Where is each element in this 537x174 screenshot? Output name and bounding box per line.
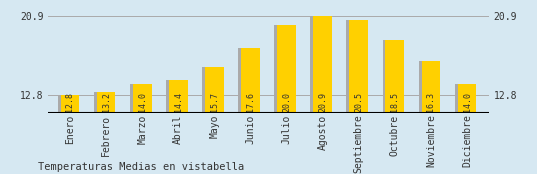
Bar bbox=[205, 67, 224, 113]
Text: Temperaturas Medias en vistabella: Temperaturas Medias en vistabella bbox=[38, 162, 244, 172]
Text: 14.0: 14.0 bbox=[462, 92, 471, 112]
Text: 17.6: 17.6 bbox=[246, 92, 255, 112]
Text: 14.0: 14.0 bbox=[137, 92, 147, 112]
Text: 13.2: 13.2 bbox=[101, 92, 111, 112]
Bar bbox=[61, 96, 79, 113]
Bar bbox=[382, 39, 401, 113]
Bar bbox=[202, 67, 221, 113]
Bar bbox=[57, 96, 76, 113]
Bar bbox=[310, 16, 329, 113]
Text: 16.3: 16.3 bbox=[426, 92, 436, 112]
Bar bbox=[130, 84, 149, 113]
Text: 20.9: 20.9 bbox=[318, 92, 327, 112]
Bar bbox=[455, 84, 474, 113]
Text: 18.5: 18.5 bbox=[390, 92, 400, 112]
Text: 15.7: 15.7 bbox=[210, 92, 219, 112]
Text: 14.4: 14.4 bbox=[174, 92, 183, 112]
Bar bbox=[169, 80, 187, 113]
Bar bbox=[346, 20, 365, 113]
Bar bbox=[133, 84, 151, 113]
Bar bbox=[313, 16, 332, 113]
Bar bbox=[97, 92, 115, 113]
Bar bbox=[238, 48, 257, 113]
Bar bbox=[241, 48, 260, 113]
Bar bbox=[277, 25, 296, 113]
Text: 20.5: 20.5 bbox=[354, 92, 363, 112]
Bar bbox=[458, 84, 476, 113]
Bar bbox=[422, 61, 440, 113]
Bar bbox=[350, 20, 368, 113]
Bar bbox=[94, 92, 113, 113]
Text: 20.0: 20.0 bbox=[282, 92, 291, 112]
Text: 12.8: 12.8 bbox=[66, 92, 75, 112]
Bar bbox=[166, 80, 185, 113]
Bar bbox=[419, 61, 438, 113]
Bar bbox=[274, 25, 293, 113]
Bar bbox=[386, 39, 404, 113]
